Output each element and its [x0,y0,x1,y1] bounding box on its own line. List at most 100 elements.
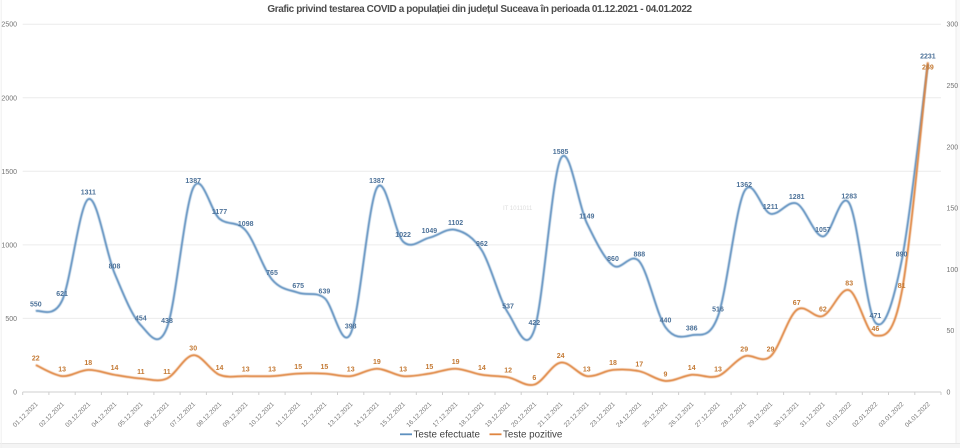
svg-text:17.12.2021: 17.12.2021 [432,401,460,429]
svg-text:50: 50 [947,328,955,335]
svg-text:500: 500 [5,316,17,323]
svg-text:19: 19 [373,359,381,366]
svg-text:1362: 1362 [736,182,752,189]
svg-text:1283: 1283 [841,194,857,201]
svg-text:2500: 2500 [1,22,17,29]
svg-text:471: 471 [870,313,882,320]
svg-text:IT 1011011: IT 1011011 [503,206,533,212]
svg-text:13.12.2021: 13.12.2021 [327,401,355,429]
svg-text:2231: 2231 [920,54,936,61]
svg-text:200: 200 [947,144,959,151]
svg-text:Teste pozitive: Teste pozitive [503,430,563,441]
svg-text:30: 30 [189,346,197,353]
svg-text:1098: 1098 [238,221,254,228]
svg-text:26.12.2021: 26.12.2021 [668,401,696,429]
svg-text:09.12.2021: 09.12.2021 [222,401,250,429]
svg-text:81: 81 [898,283,906,290]
svg-text:888: 888 [633,252,645,259]
svg-text:386: 386 [686,326,698,333]
svg-text:13: 13 [583,366,591,373]
svg-text:13: 13 [268,366,276,373]
svg-text:14: 14 [216,365,224,372]
svg-text:398: 398 [345,324,357,331]
svg-text:17: 17 [635,362,643,369]
svg-text:18: 18 [84,360,92,367]
svg-text:04.01.2022: 04.01.2022 [904,401,932,429]
svg-text:621: 621 [56,291,68,298]
svg-text:14: 14 [111,365,119,372]
svg-text:1500: 1500 [1,169,17,176]
svg-text:22: 22 [32,355,40,362]
svg-text:422: 422 [528,320,540,327]
svg-text:46: 46 [872,326,880,333]
svg-text:16.12.2021: 16.12.2021 [405,401,433,429]
svg-text:438: 438 [161,318,173,325]
svg-text:15: 15 [426,364,434,371]
svg-text:1149: 1149 [579,213,594,220]
svg-text:15: 15 [294,364,302,371]
svg-text:07.12.2021: 07.12.2021 [169,401,197,429]
svg-text:890: 890 [896,251,908,258]
svg-text:30.12.2021: 30.12.2021 [773,401,801,429]
svg-text:01.01.2022: 01.01.2022 [825,401,853,429]
svg-text:2000: 2000 [1,95,17,102]
svg-text:1585: 1585 [553,149,569,156]
svg-text:18.12.2021: 18.12.2021 [458,401,486,429]
svg-text:06.12.2021: 06.12.2021 [143,401,171,429]
svg-text:860: 860 [607,256,619,263]
svg-text:21.12.2021: 21.12.2021 [537,401,565,429]
svg-text:765: 765 [266,270,278,277]
svg-text:19: 19 [452,359,460,366]
svg-text:10.12.2021: 10.12.2021 [248,401,276,429]
svg-text:454: 454 [135,316,147,323]
svg-text:639: 639 [319,288,331,295]
svg-text:04.12.2021: 04.12.2021 [90,401,118,429]
svg-text:1177: 1177 [212,209,227,216]
svg-text:516: 516 [712,306,724,313]
svg-text:01.12.2021: 01.12.2021 [12,401,40,429]
svg-text:1387: 1387 [185,178,201,185]
svg-text:13: 13 [714,366,722,373]
svg-text:22.12.2021: 22.12.2021 [563,401,591,429]
svg-text:Teste efectuate: Teste efectuate [414,430,481,441]
svg-text:02.12.2021: 02.12.2021 [38,401,66,429]
svg-text:03.12.2021: 03.12.2021 [64,401,92,429]
svg-text:13: 13 [347,366,355,373]
svg-text:11: 11 [137,369,145,376]
svg-text:1211: 1211 [763,204,778,211]
svg-text:12: 12 [504,368,512,375]
svg-text:1281: 1281 [789,194,805,201]
svg-text:15.12.2021: 15.12.2021 [379,401,407,429]
svg-text:13: 13 [58,366,66,373]
svg-text:14: 14 [688,365,696,372]
svg-text:1057: 1057 [815,227,831,234]
svg-text:23.12.2021: 23.12.2021 [589,401,617,429]
svg-text:31.12.2021: 31.12.2021 [799,401,827,429]
svg-text:12.12.2021: 12.12.2021 [300,401,328,429]
svg-text:550: 550 [30,301,42,308]
svg-text:27.12.2021: 27.12.2021 [694,401,722,429]
svg-text:24.12.2021: 24.12.2021 [615,401,643,429]
svg-text:05.12.2021: 05.12.2021 [117,401,145,429]
svg-text:300: 300 [947,22,959,29]
svg-text:29: 29 [740,347,748,354]
svg-text:14: 14 [478,365,486,372]
svg-text:28.12.2021: 28.12.2021 [720,401,748,429]
svg-text:11.12.2021: 11.12.2021 [274,401,302,429]
svg-text:19.12.2021: 19.12.2021 [484,401,512,429]
svg-text:02.01.2022: 02.01.2022 [851,401,879,429]
svg-text:15: 15 [321,364,329,371]
svg-text:18: 18 [609,360,617,367]
svg-text:1387: 1387 [369,178,385,185]
svg-text:269: 269 [922,65,934,72]
svg-text:08.12.2021: 08.12.2021 [195,401,223,429]
svg-text:1311: 1311 [81,189,96,196]
svg-text:29.12.2021: 29.12.2021 [746,401,774,429]
svg-text:808: 808 [109,263,121,270]
svg-text:62: 62 [819,306,827,313]
svg-text:11: 11 [163,369,171,376]
svg-text:83: 83 [845,281,853,288]
svg-text:1102: 1102 [448,220,463,227]
svg-text:14.12.2021: 14.12.2021 [353,401,381,429]
svg-text:675: 675 [292,283,304,290]
